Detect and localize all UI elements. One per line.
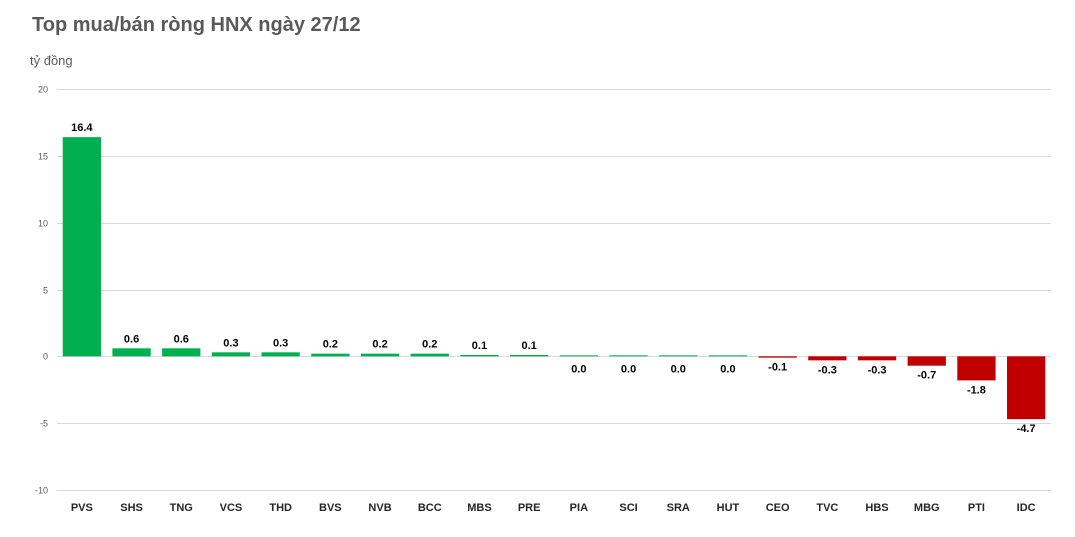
x-tick-label-shs: SHS <box>120 502 143 514</box>
bar-nvb <box>360 353 400 357</box>
x-tick-label-nvb: NVB <box>368 502 391 514</box>
x-tick-label-tng: TNG <box>170 502 193 514</box>
data-label-bvs: 0.2 <box>323 339 338 351</box>
data-label-hut: 0.0 <box>720 363 735 375</box>
data-label-sci: 0.0 <box>621 363 636 375</box>
data-label-tvc: -0.3 <box>818 364 837 376</box>
x-tick-label-pti: PTI <box>968 502 985 514</box>
bar-idc <box>1007 356 1046 420</box>
bar-mbs <box>460 354 499 357</box>
bar-hut <box>708 355 748 357</box>
data-label-sra: 0.0 <box>671 363 686 375</box>
x-tick-label-vcs: VCS <box>220 502 243 514</box>
bar-pti <box>957 356 996 381</box>
y-tick-label: 20 <box>38 85 48 95</box>
y-axis-unit-label: tỷ đồng <box>30 53 73 68</box>
bar-tvc <box>808 356 847 361</box>
data-label-tng: 0.6 <box>174 333 189 345</box>
y-tick-label: 0 <box>43 352 48 362</box>
y-tick-label: 15 <box>38 152 48 162</box>
data-label-vcs: 0.3 <box>223 337 238 349</box>
data-label-mbs: 0.1 <box>472 340 487 352</box>
x-tick-label-sci: SCI <box>619 502 637 514</box>
x-tick-label-hut: HUT <box>717 502 740 514</box>
data-label-pia: 0.0 <box>571 363 586 375</box>
bar-ceo <box>758 356 797 358</box>
x-tick-label-sra: SRA <box>667 502 690 514</box>
y-tick-label: -10 <box>35 486 48 496</box>
bar-tng <box>162 348 201 357</box>
bar-bvs <box>311 353 350 357</box>
data-label-ceo: -0.1 <box>768 362 787 374</box>
x-tick-label-mbs: MBS <box>467 502 491 514</box>
y-tick-label: 10 <box>38 219 48 229</box>
bar-sra <box>659 355 698 357</box>
bar-thd <box>261 352 300 357</box>
bar-pia <box>559 355 598 357</box>
x-tick-label-ceo: CEO <box>766 502 790 514</box>
x-tick-label-pre: PRE <box>518 502 541 514</box>
x-tick-label-bvs: BVS <box>319 502 342 514</box>
data-label-pti: -1.8 <box>967 384 986 396</box>
bar-sci <box>609 355 648 357</box>
x-tick-label-mbg: MBG <box>914 502 940 514</box>
x-tick-label-pvs: PVS <box>71 502 93 514</box>
data-label-hbs: -0.3 <box>868 364 887 376</box>
bar-mbg <box>907 356 946 366</box>
bar-pvs <box>62 137 101 357</box>
y-tick-label: -5 <box>40 419 48 429</box>
x-tick-label-tvc: TVC <box>816 502 838 514</box>
x-tick-label-thd: THD <box>269 502 292 514</box>
bars <box>62 137 1046 420</box>
bar-vcs <box>211 352 251 357</box>
gridlines <box>57 89 1051 491</box>
x-tick-label-bcc: BCC <box>418 502 442 514</box>
x-tick-label-idc: IDC <box>1017 502 1036 514</box>
bar-bcc <box>410 353 449 357</box>
x-tick-label-hbs: HBS <box>865 502 888 514</box>
data-label-pre: 0.1 <box>522 340 537 352</box>
data-label-nvb: 0.2 <box>372 339 387 351</box>
bar-shs <box>112 348 151 357</box>
y-tick-label: 5 <box>43 286 48 296</box>
y-axis-ticks: 20 15 10 5 0 -5 -10 <box>35 85 48 496</box>
bar-pre <box>510 354 549 357</box>
x-tick-label-pia: PIA <box>570 502 588 514</box>
data-label-idc: -4.7 <box>1017 423 1036 435</box>
data-label-thd: 0.3 <box>273 337 288 349</box>
data-label-shs: 0.6 <box>124 333 139 345</box>
chart-title: Top mua/bán ròng HNX ngày 27/12 <box>32 14 361 36</box>
data-labels: 16.4 0.6 0.6 0.3 0.3 0.2 0.2 0.2 0.1 0.1 0.0 0.0 0.0… <box>71 122 1035 435</box>
data-label-pvs: 16.4 <box>71 122 93 134</box>
x-axis-ticks: PVS SHS TNG VCS THD BVS NVB BCC MBS PRE PIA SCI SRA H… <box>71 502 1036 514</box>
data-label-bcc: 0.2 <box>422 339 437 351</box>
data-label-mbg: -0.7 <box>917 370 936 382</box>
bar-hbs <box>857 356 897 361</box>
